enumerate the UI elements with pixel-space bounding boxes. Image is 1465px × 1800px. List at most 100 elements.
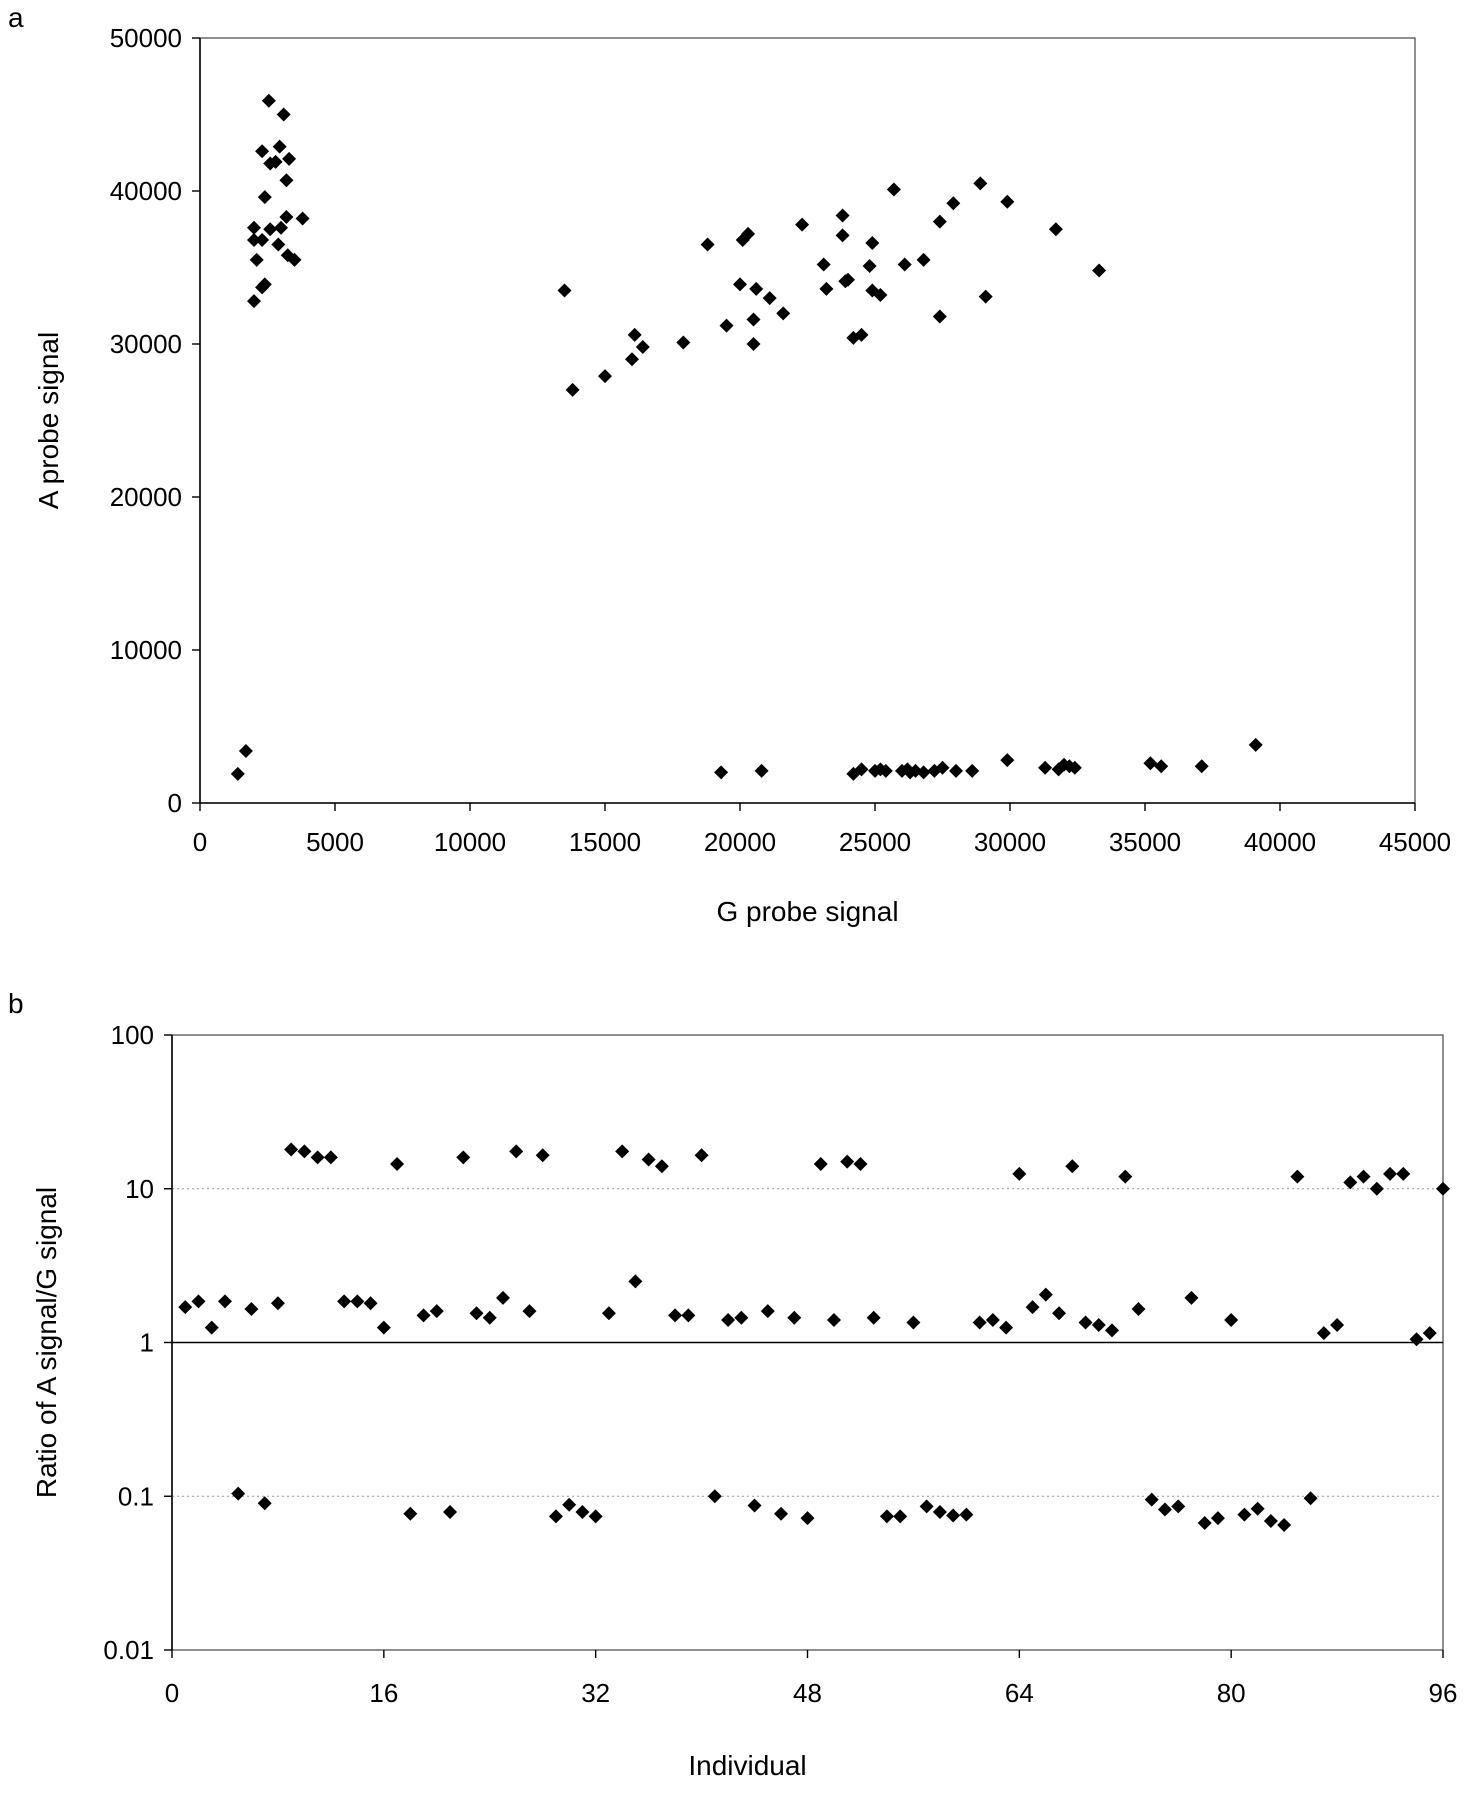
data-point — [1038, 1287, 1053, 1302]
data-point — [615, 1144, 630, 1159]
data-point — [247, 294, 261, 309]
data-point — [1250, 1501, 1265, 1516]
data-point — [295, 211, 310, 226]
data-point — [813, 1156, 828, 1171]
data-point — [557, 283, 572, 298]
data-point — [862, 258, 877, 273]
data-point — [1065, 1159, 1080, 1174]
plot-area — [199, 37, 1416, 804]
data-point — [985, 1313, 1000, 1328]
data-point — [840, 1154, 855, 1169]
data-point — [932, 214, 947, 229]
data-point — [959, 1507, 974, 1522]
data-point — [469, 1306, 484, 1321]
data-point — [456, 1150, 471, 1165]
data-point — [310, 1150, 325, 1165]
data-point — [238, 743, 253, 758]
x-axis-title: Individual — [688, 1750, 806, 1781]
data-point — [565, 382, 580, 397]
x-tick-label: 0 — [165, 1678, 179, 1708]
data-point — [787, 1310, 802, 1325]
y-tick-label: 100 — [111, 1020, 154, 1050]
data-point — [257, 277, 272, 292]
data-point — [522, 1304, 537, 1319]
data-point — [893, 1509, 908, 1524]
data-point — [284, 1142, 299, 1157]
data-point — [1343, 1175, 1358, 1190]
data-point — [279, 173, 294, 188]
data-point — [562, 1497, 577, 1512]
data-point — [1131, 1302, 1146, 1317]
data-point — [733, 277, 747, 292]
x-tick-label: 64 — [1005, 1678, 1034, 1708]
data-point — [255, 144, 270, 159]
data-point — [973, 176, 988, 191]
data-point — [509, 1144, 524, 1159]
data-point — [1171, 1499, 1186, 1514]
data-point — [1144, 1492, 1159, 1507]
x-tick-label: 0 — [193, 827, 207, 857]
data-point — [403, 1506, 418, 1521]
data-point — [1224, 1313, 1239, 1328]
data-point — [297, 1144, 312, 1159]
data-point — [919, 1499, 934, 1514]
data-point — [854, 762, 869, 777]
x-tick-label: 35000 — [1109, 827, 1181, 857]
scatter-chart-a: 0 10000 20000 30000 40000 50000 0 5000 10000 1500… — [33, 23, 1451, 927]
data-point — [1067, 760, 1082, 775]
data-point — [654, 1159, 669, 1174]
y-tick-label: 0 — [168, 788, 182, 818]
y-tick-label: 50000 — [110, 23, 182, 53]
data-point — [1012, 1166, 1027, 1181]
data-point — [1000, 194, 1015, 209]
data-point — [274, 220, 288, 235]
data-point — [932, 309, 947, 324]
y-tick-label: 0.01 — [103, 1635, 154, 1665]
data-point — [1038, 760, 1053, 775]
data-point — [276, 107, 291, 122]
data-point — [363, 1296, 378, 1311]
data-point — [204, 1320, 219, 1335]
data-point — [1369, 1181, 1384, 1196]
data-point — [495, 1290, 510, 1305]
data-point — [601, 1306, 616, 1321]
y-tick-label: 1 — [140, 1328, 154, 1358]
data-point — [261, 93, 276, 108]
x-tick-label: 80 — [1217, 1678, 1246, 1708]
data-point — [878, 763, 893, 778]
data-point — [1118, 1169, 1133, 1184]
data-point — [754, 763, 769, 778]
data-point — [443, 1504, 458, 1519]
data-point — [734, 1310, 749, 1325]
data-point — [1290, 1169, 1305, 1184]
data-point — [548, 1509, 563, 1524]
data-point — [1436, 1181, 1450, 1196]
data-point — [270, 1296, 285, 1311]
data-point — [641, 1152, 656, 1167]
data-point — [1248, 737, 1263, 752]
data-point — [949, 763, 963, 778]
data-point — [257, 1496, 272, 1511]
data-point — [700, 237, 715, 252]
data-point — [217, 1294, 232, 1309]
data-point — [337, 1294, 352, 1309]
data-point — [747, 1498, 762, 1513]
x-tick-label: 15000 — [569, 827, 641, 857]
data-point — [429, 1304, 444, 1319]
data-point — [865, 236, 880, 251]
y-axis-title: A probe signal — [33, 332, 64, 509]
x-tick-label: 5000 — [306, 827, 364, 857]
data-point — [741, 226, 756, 241]
data-point — [625, 352, 639, 367]
data-point — [1092, 263, 1107, 278]
data-point — [714, 765, 729, 780]
x-tick-label: 48 — [793, 1678, 822, 1708]
data-point — [1330, 1317, 1345, 1332]
data-point — [965, 763, 980, 778]
data-point — [707, 1489, 722, 1504]
data-point — [676, 335, 691, 350]
y-tick-label: 20000 — [110, 482, 182, 512]
data-point — [835, 228, 850, 243]
data-point — [1048, 222, 1063, 237]
data-point — [279, 210, 294, 225]
